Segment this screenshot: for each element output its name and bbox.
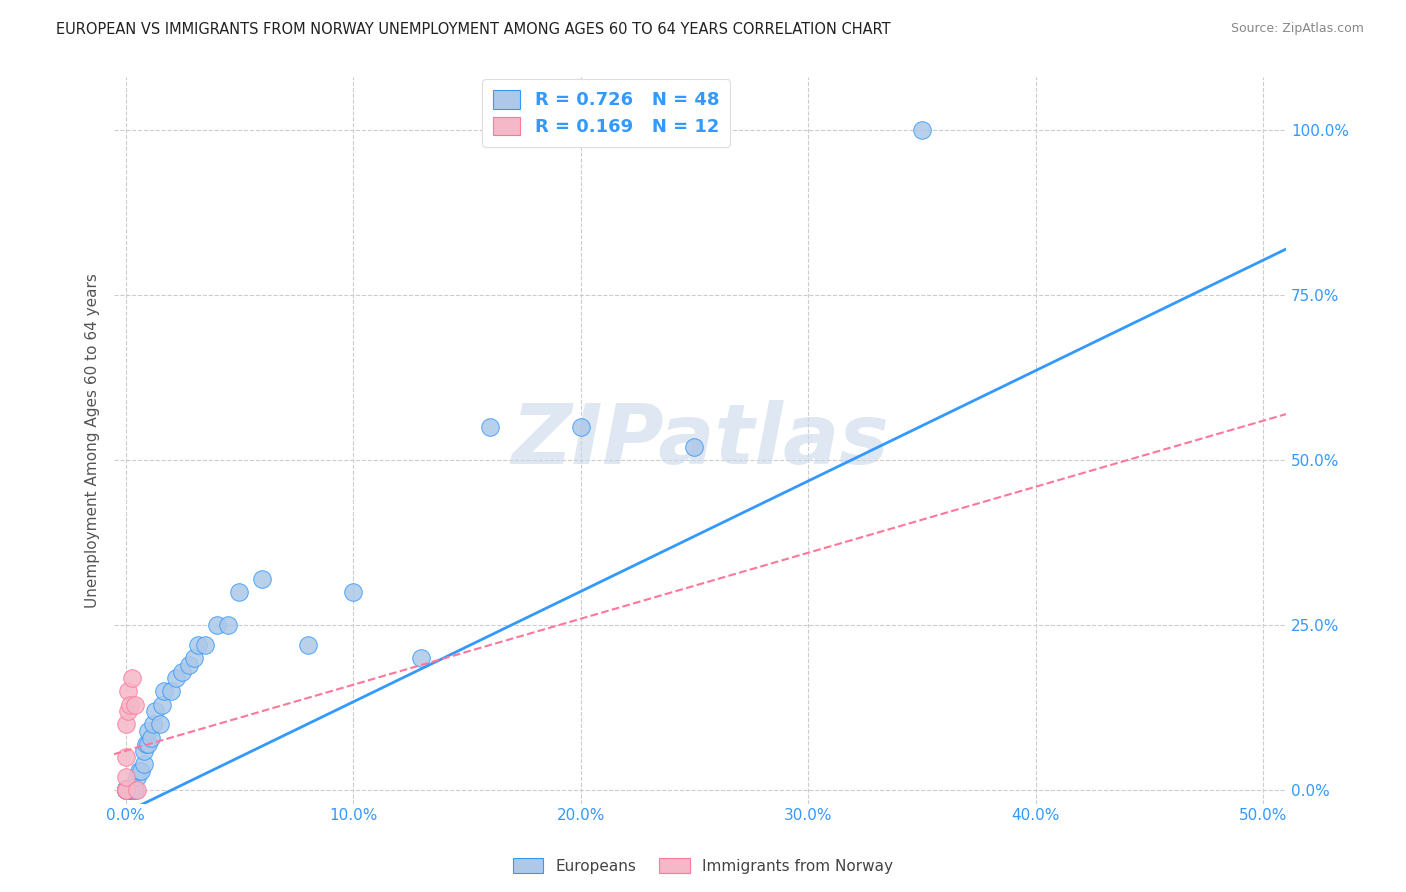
Point bbox=[187, 638, 209, 652]
Point bbox=[131, 764, 153, 778]
Point bbox=[205, 618, 228, 632]
Point bbox=[114, 783, 136, 797]
Point bbox=[132, 757, 155, 772]
Point bbox=[143, 704, 166, 718]
Point bbox=[136, 737, 159, 751]
Point bbox=[114, 783, 136, 797]
Point bbox=[114, 783, 136, 797]
Point bbox=[125, 783, 148, 797]
Point bbox=[194, 638, 217, 652]
Point bbox=[120, 783, 142, 797]
Point bbox=[569, 420, 592, 434]
Point bbox=[132, 744, 155, 758]
Point bbox=[114, 783, 136, 797]
Point bbox=[114, 770, 136, 784]
Point bbox=[114, 750, 136, 764]
Point bbox=[114, 783, 136, 797]
Point bbox=[135, 737, 157, 751]
Point bbox=[128, 764, 150, 778]
Point bbox=[120, 698, 142, 712]
Point bbox=[117, 783, 139, 797]
Text: EUROPEAN VS IMMIGRANTS FROM NORWAY UNEMPLOYMENT AMONG AGES 60 TO 64 YEARS CORREL: EUROPEAN VS IMMIGRANTS FROM NORWAY UNEMP… bbox=[56, 22, 891, 37]
Point bbox=[121, 780, 143, 794]
Point bbox=[183, 651, 205, 665]
Point bbox=[124, 698, 146, 712]
Point bbox=[342, 585, 364, 599]
Point bbox=[114, 782, 136, 797]
Y-axis label: Unemployment Among Ages 60 to 64 years: Unemployment Among Ages 60 to 64 years bbox=[86, 273, 100, 608]
Point bbox=[121, 781, 143, 796]
Point bbox=[911, 123, 934, 137]
Point bbox=[683, 440, 706, 454]
Point bbox=[250, 572, 273, 586]
Point bbox=[149, 717, 172, 731]
Point bbox=[121, 671, 143, 685]
Point bbox=[142, 717, 165, 731]
Point bbox=[117, 684, 139, 698]
Point bbox=[228, 585, 250, 599]
Point bbox=[136, 724, 159, 739]
Point bbox=[114, 783, 136, 797]
Point bbox=[297, 638, 319, 652]
Point bbox=[150, 698, 173, 712]
Point bbox=[124, 783, 146, 797]
Point bbox=[160, 684, 183, 698]
Point bbox=[114, 783, 136, 797]
Text: Source: ZipAtlas.com: Source: ZipAtlas.com bbox=[1230, 22, 1364, 36]
Point bbox=[139, 731, 162, 745]
Text: ZIPatlas: ZIPatlas bbox=[512, 400, 889, 481]
Point bbox=[153, 684, 176, 698]
Point bbox=[179, 657, 201, 672]
Point bbox=[478, 420, 501, 434]
Point bbox=[120, 783, 142, 797]
Point bbox=[114, 717, 136, 731]
Legend: R = 0.726   N = 48, R = 0.169   N = 12: R = 0.726 N = 48, R = 0.169 N = 12 bbox=[482, 79, 730, 147]
Point bbox=[117, 704, 139, 718]
Point bbox=[124, 783, 146, 797]
Point bbox=[165, 671, 187, 685]
Point bbox=[114, 783, 136, 797]
Point bbox=[114, 782, 136, 797]
Point bbox=[217, 618, 239, 632]
Point bbox=[114, 783, 136, 797]
Point bbox=[411, 651, 433, 665]
Point bbox=[172, 665, 194, 679]
Legend: Europeans, Immigrants from Norway: Europeans, Immigrants from Norway bbox=[506, 852, 900, 880]
Point bbox=[125, 770, 148, 784]
Point bbox=[117, 782, 139, 797]
